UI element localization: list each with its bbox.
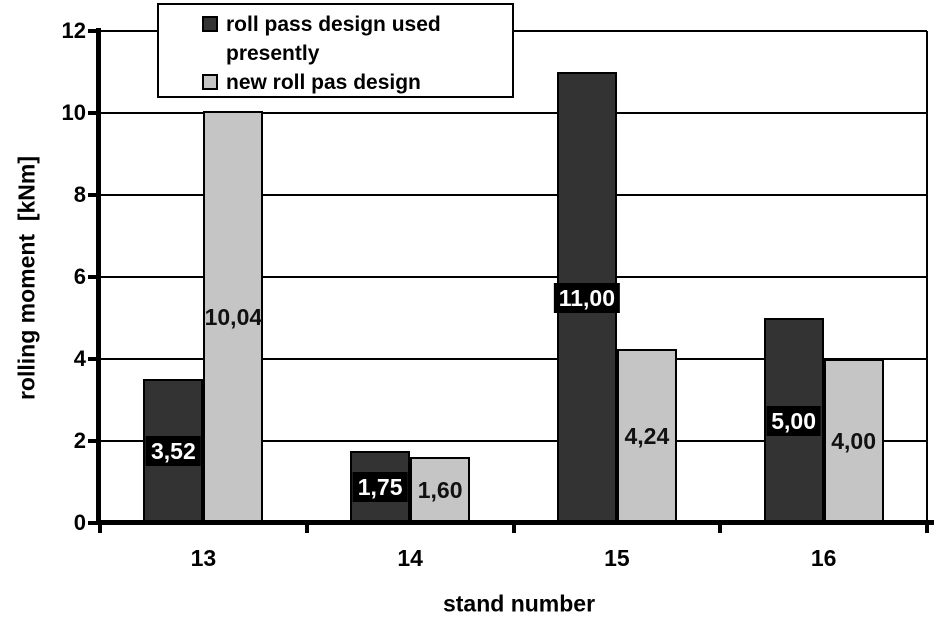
gridline — [100, 358, 927, 360]
y-tick — [88, 439, 97, 443]
x-axis-title: stand number — [442, 590, 596, 617]
legend-swatch-icon — [202, 74, 218, 90]
bar-value-label: 10,04 — [204, 304, 263, 331]
x-axis-line — [96, 520, 934, 525]
y-tick-label: 0 — [73, 510, 86, 535]
y-tick — [88, 275, 97, 279]
x-tick — [304, 524, 309, 533]
y-tick — [88, 193, 97, 197]
legend-item: roll pass design used presently — [202, 10, 506, 68]
bar-value-label: 4,00 — [831, 428, 877, 454]
y-tick-label: 6 — [73, 264, 86, 289]
legend-label: new roll pas design — [226, 71, 421, 94]
x-tick-label-16: 16 — [810, 545, 837, 571]
x-tick-label-13: 13 — [190, 545, 217, 571]
y-tick — [88, 111, 97, 115]
y-tick-label: 4 — [73, 346, 86, 371]
bar-value-label: 11,00 — [553, 282, 621, 313]
x-tick — [511, 524, 516, 533]
y-axis-line — [96, 28, 101, 525]
legend-item: new roll pas design — [202, 68, 506, 97]
bar-value-label: 4,24 — [624, 423, 670, 450]
y-tick — [88, 357, 97, 361]
x-tick-label-14: 14 — [397, 545, 423, 571]
x-tick-label-15: 15 — [604, 545, 630, 571]
gridline — [100, 194, 927, 196]
gridline — [100, 440, 927, 442]
legend-swatch-icon — [202, 16, 218, 32]
y-tick — [88, 29, 97, 33]
gridline — [100, 276, 927, 278]
y-tick-label: 12 — [61, 18, 86, 43]
x-tick — [925, 524, 929, 533]
bar-15-new — [616, 349, 677, 523]
bar-value-label: 3,52 — [145, 435, 201, 466]
gridline — [100, 112, 927, 114]
x-tick — [98, 524, 102, 533]
y-tick-label: 2 — [73, 428, 86, 453]
y-tick-label: 8 — [73, 182, 86, 207]
bar-value-label: 1,75 — [352, 472, 408, 503]
plot-right-border — [926, 31, 928, 523]
y-axis-title: rolling moment [kNm] — [13, 155, 40, 401]
bar-value-label: 5,00 — [766, 405, 822, 436]
bar-16-new — [823, 359, 884, 523]
x-tick — [718, 524, 723, 533]
y-tick — [88, 521, 97, 525]
bar-value-label: 1,60 — [417, 477, 463, 504]
legend-items: roll pass design used presently new roll … — [202, 10, 506, 97]
y-tick-label: 10 — [61, 100, 86, 125]
legend: roll pass design used presently new roll … — [157, 3, 514, 98]
bar-13-new — [203, 111, 264, 523]
legend-label: roll pass design used presently — [226, 13, 441, 65]
